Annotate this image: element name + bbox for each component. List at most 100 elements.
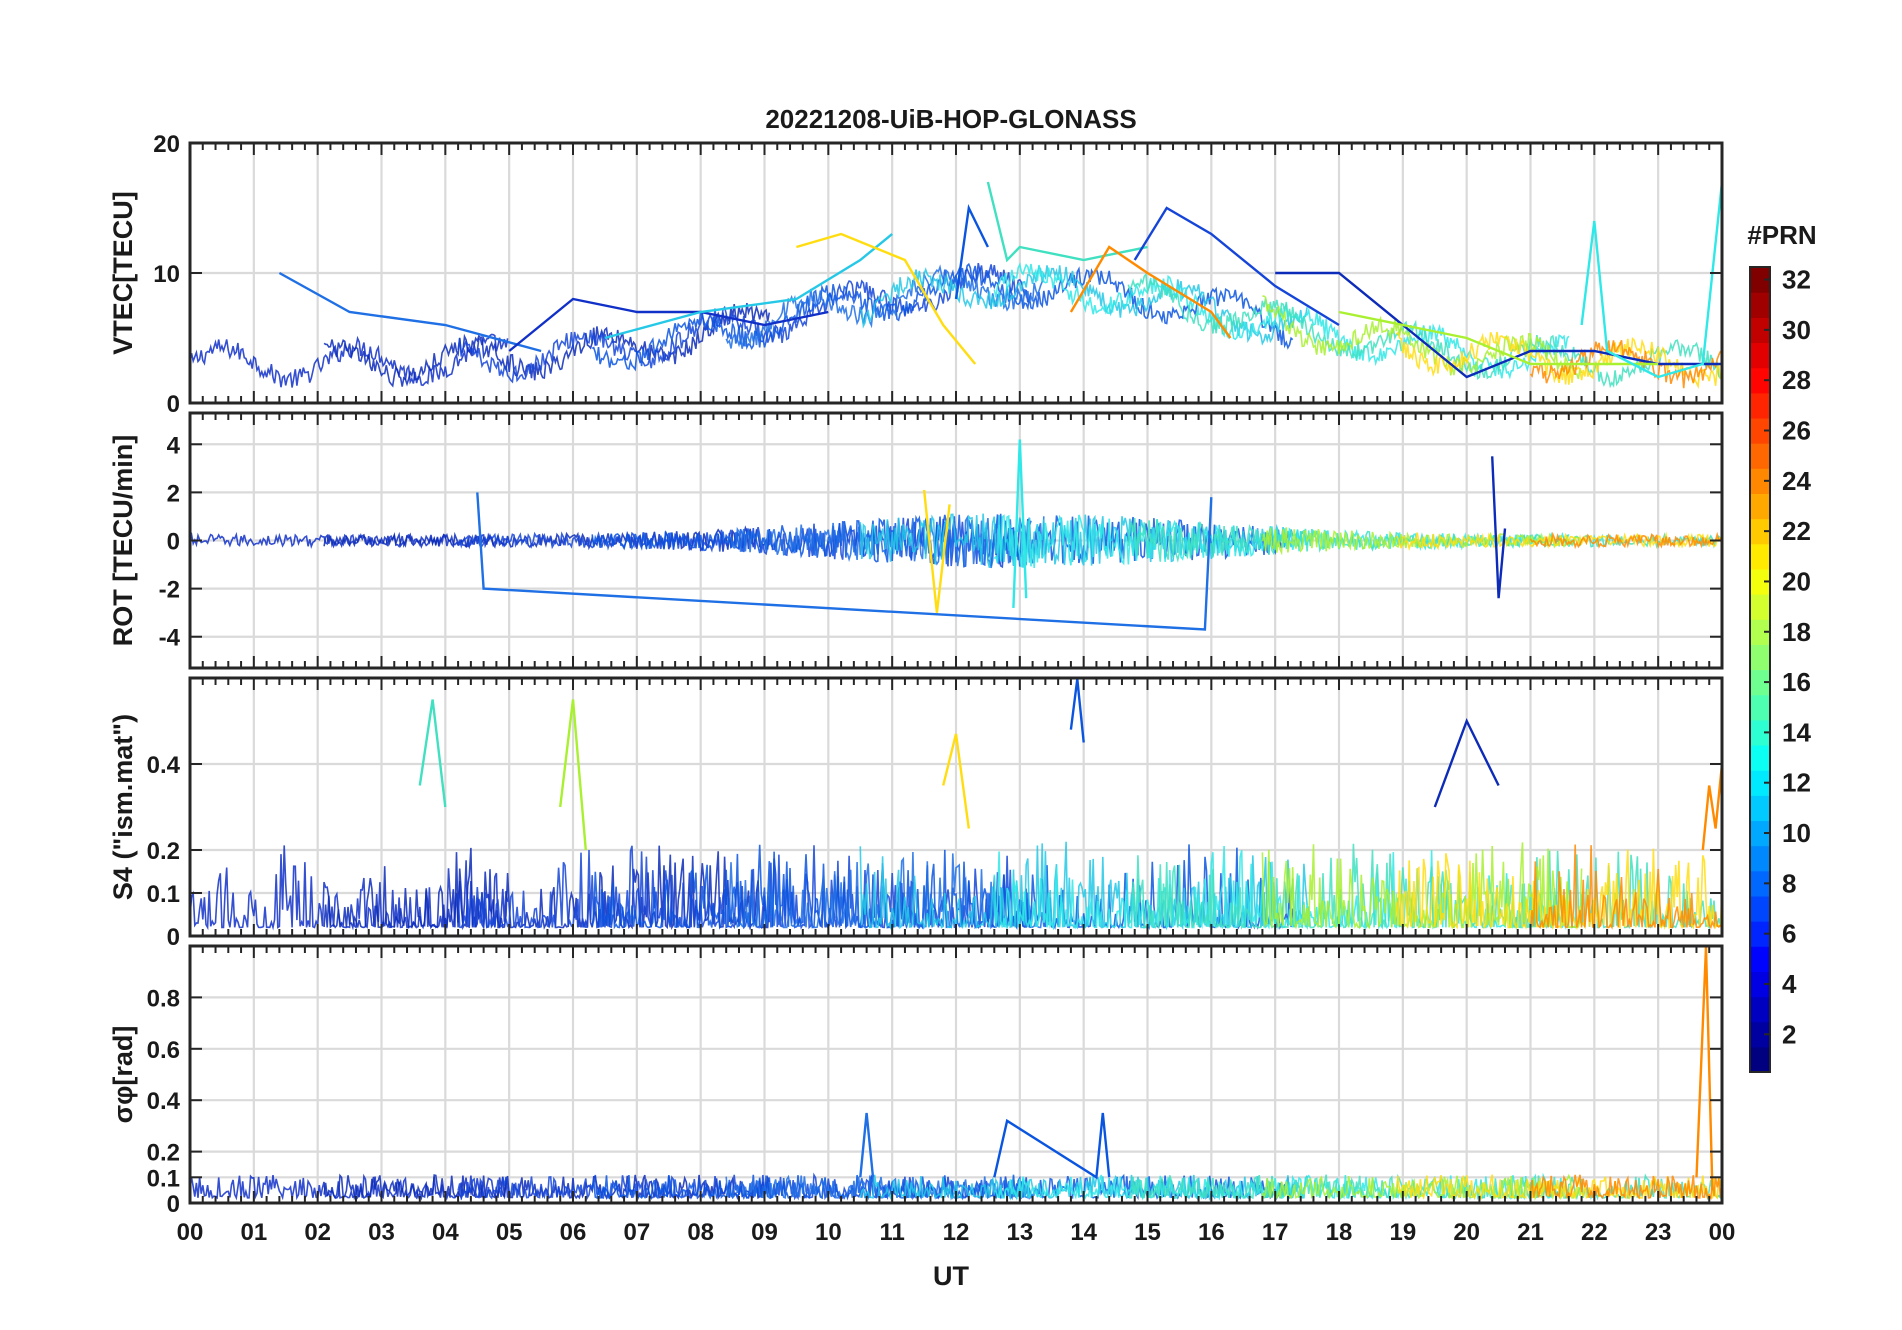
x-tick-label: 20 [1453, 1219, 1480, 1246]
y-axis-label: VTEC[TECU] [108, 191, 138, 355]
colorbar-segment [1750, 267, 1770, 293]
colorbar-segment [1750, 719, 1770, 746]
colorbar-segment [1750, 795, 1770, 822]
series-prn-12 [1012, 439, 1028, 608]
y-tick-label: 0.6 [147, 1037, 180, 1064]
colorbar-segment [1750, 895, 1770, 922]
prn-trace-23 [1529, 339, 1722, 389]
prn-trace-23 [1529, 844, 1722, 930]
colorbar-segment [1750, 493, 1770, 520]
prn-trace-20 [1395, 848, 1722, 931]
colorbar-segment [1750, 694, 1770, 721]
x-tick-label: 17 [1262, 1219, 1289, 1246]
y-tick-label: 0 [167, 391, 180, 418]
x-tick-label: 13 [1006, 1219, 1033, 1246]
y-axis-label: S4 ("ism.mat") [108, 714, 138, 900]
x-tick-label: 07 [623, 1219, 650, 1246]
x-tick-label: 10 [815, 1219, 842, 1246]
axes-frame [188, 944, 1724, 1205]
colorbar-frame [1749, 266, 1771, 1073]
colorbar-segment [1750, 644, 1770, 671]
series-prn-3 [508, 297, 829, 352]
x-tick-label: 00 [177, 1219, 204, 1246]
colorbar-segment [1750, 417, 1770, 444]
y-tick-label: 0 [167, 924, 180, 951]
x-tick-label: 05 [496, 1219, 523, 1246]
prn-trace-20 [1395, 330, 1722, 390]
series-prn-7 [859, 1112, 875, 1178]
x-tick-label: 12 [943, 1219, 970, 1246]
series-prn-4 [1491, 456, 1507, 599]
prn-trace-18 [1261, 527, 1583, 556]
series-prn-12 [1580, 181, 1722, 379]
y-tick-label: 10 [153, 261, 180, 288]
colorbar-segment [1750, 669, 1770, 696]
x-tick-label: 09 [751, 1219, 778, 1246]
x-tick-label: 08 [687, 1219, 714, 1246]
colorbar-segment [1750, 971, 1770, 998]
prn-trace-14 [1127, 1173, 1722, 1201]
colorbar-segment [1750, 996, 1770, 1023]
colorbar-segment [1750, 921, 1770, 947]
y-tick-label: -4 [159, 625, 181, 652]
x-tick-label: 22 [1581, 1219, 1608, 1246]
series-prn-23 [1069, 245, 1232, 339]
y-axis-label: ROT [TECU/min] [108, 435, 138, 646]
y-tick-label: 20 [153, 131, 180, 158]
y-tick-label: 2 [167, 480, 180, 507]
colorbar-tick-label: 6 [1782, 919, 1796, 949]
series-prn-4 [1275, 271, 1722, 379]
series-prn-20 [942, 733, 970, 829]
series-prn-18 [559, 699, 587, 851]
y-tick-label: 0.2 [147, 1140, 180, 1167]
prn-trace-4 [323, 302, 771, 388]
colorbar-tick-label: 16 [1782, 667, 1811, 697]
colorbar-segment [1750, 594, 1770, 620]
y-axis-label: σφ[rad] [108, 1026, 138, 1124]
prn-trace-23 [1529, 1174, 1722, 1201]
x-tick-label: 14 [1070, 1219, 1097, 1246]
colorbar-segment [1750, 845, 1770, 872]
series-prn-11 [604, 233, 893, 340]
colorbar-tick-label: 32 [1782, 265, 1811, 295]
y-tick-label: 0 [167, 1191, 180, 1218]
colorbar-segment [1750, 946, 1770, 972]
prn-trace-6 [591, 262, 1294, 372]
panel-sigma_phi: 00.10.2 0.4 0.6 0.8 σφ[rad] [108, 944, 1724, 1218]
x-tick-label: 23 [1645, 1219, 1672, 1246]
colorbar-tick-label: 4 [1782, 969, 1797, 999]
x-tick-label: 00 [1709, 1219, 1736, 1246]
series-prn-6 [954, 203, 989, 300]
colorbar-segment [1750, 543, 1770, 570]
y-tick-label: -2 [159, 577, 180, 604]
y-tick-label: 0 [167, 529, 180, 556]
panel-rot: -4 -2 0 2 4 ROT [TECU/min] [108, 411, 1724, 670]
prn-trace-3 [190, 333, 509, 388]
x-tick-label: 02 [304, 1219, 331, 1246]
colorbar-tick-label: 2 [1782, 1019, 1796, 1049]
prn-trace-3 [190, 1173, 509, 1201]
y-tick-label: 0.1 [147, 1165, 180, 1192]
colorbar-tick-label: 18 [1782, 617, 1811, 647]
x-tick-label: 06 [560, 1219, 587, 1246]
axes-frame [188, 141, 1724, 405]
prn-trace-11 [859, 841, 1308, 931]
y-tick-label: 0.2 [147, 838, 180, 865]
prn-trace-23 [1529, 531, 1722, 550]
colorbar-segment [1750, 342, 1770, 369]
series-prn-7 [476, 492, 1213, 631]
colorbar-tick-label: 14 [1782, 717, 1811, 747]
colorbar-segment [1750, 1021, 1770, 1048]
prn-trace-7 [725, 515, 1045, 569]
series-prn-14 [418, 699, 447, 808]
y-tick-label: 4 [167, 432, 181, 459]
colorbar-tick-label: 24 [1782, 466, 1811, 496]
colorbar-segment [1750, 744, 1770, 771]
axes-frame [188, 676, 1724, 938]
colorbar-tick-label: 10 [1782, 818, 1811, 848]
y-tick-label: 0.8 [147, 985, 180, 1012]
x-tick-label: 03 [368, 1219, 395, 1246]
x-tick-label: 16 [1198, 1219, 1225, 1246]
colorbar-segment [1750, 317, 1770, 344]
